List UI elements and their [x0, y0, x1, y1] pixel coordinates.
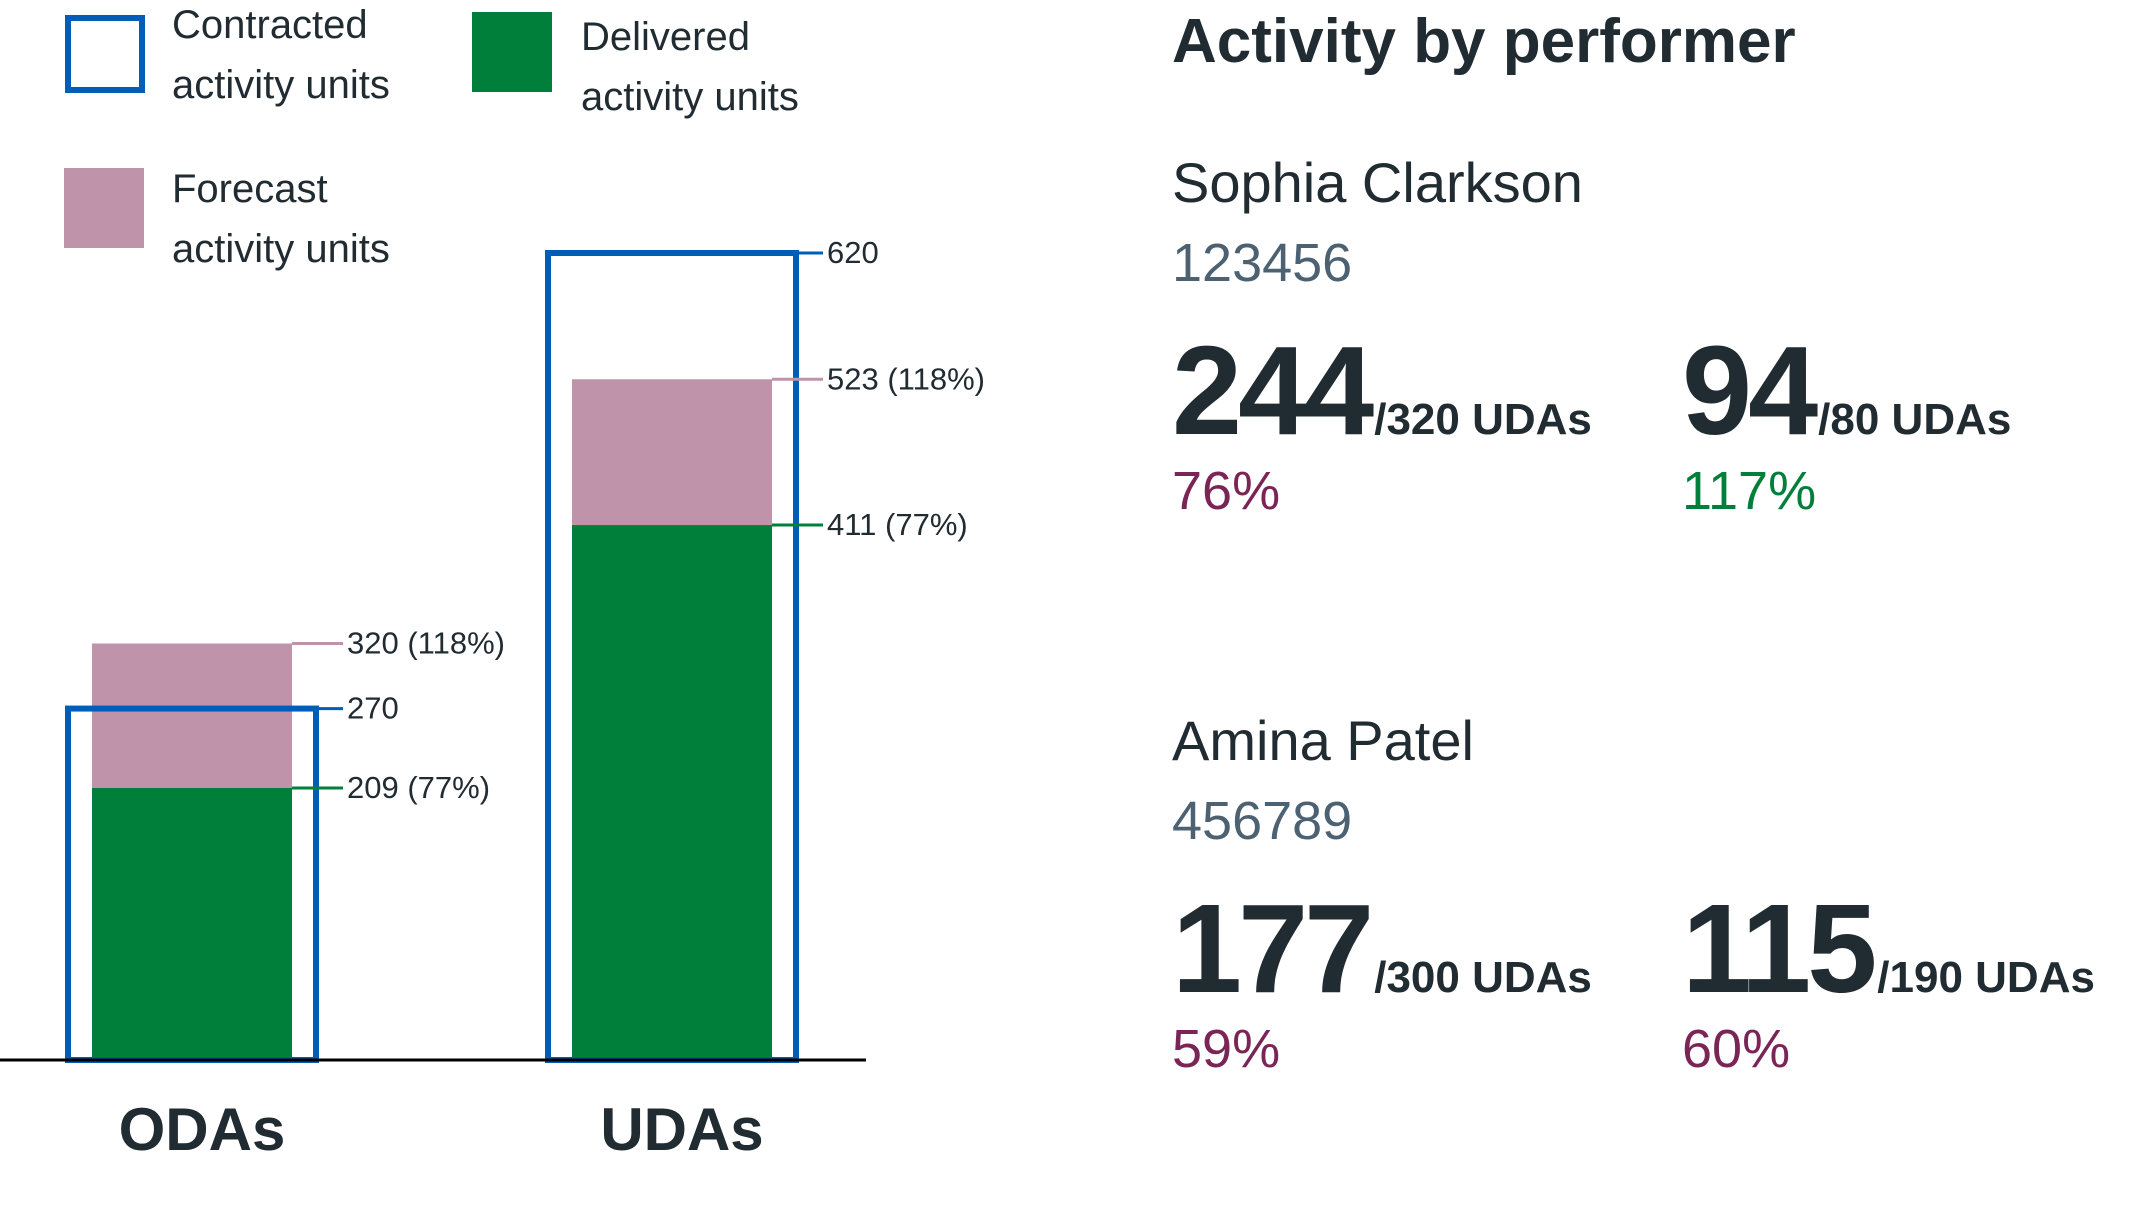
- performer-card: Sophia Clarkson 123456 244 /320 UDAs 76%…: [1172, 150, 2132, 670]
- legend-label: Delivered: [581, 15, 750, 59]
- metric-percent: 76%: [1172, 461, 1281, 521]
- bar-delivered-udas: [572, 525, 772, 1060]
- metric-target: /320 UDAs: [1374, 395, 1592, 444]
- activity-chart: Contracted activity units Delivered activit…: [0, 3, 985, 1163]
- performer-name: Sophia Clarkson: [1172, 151, 1583, 214]
- data-label-contracted: 620: [827, 235, 879, 270]
- legend-swatch-forecast: [64, 168, 144, 248]
- legend-label: Forecast: [172, 167, 328, 211]
- bar-forecast-udas: [572, 379, 772, 526]
- performer-metric: 244 /320 UDAs 76%: [1172, 328, 1592, 522]
- performer-card: Amina Patel 456789 177 /300 UDAs 59% 115…: [1172, 708, 2132, 1228]
- performer-metric: 115 /190 UDAs 60%: [1682, 886, 2095, 1080]
- legend-label: activity units: [172, 63, 390, 107]
- category-label: ODAs: [119, 1096, 286, 1163]
- chart-bars: 270 320 (118%) 209 (77%) ODAs 620 523 (118%) 4…: [65, 235, 985, 1163]
- metric-value: 177: [1172, 878, 1374, 1019]
- chart-legend: Contracted activity units Delivered activit…: [64, 3, 799, 271]
- data-label-forecast: 523 (118%): [827, 361, 985, 396]
- performer-id: 123456: [1172, 233, 1353, 293]
- metric-target: /300 UDAs: [1374, 953, 1592, 1002]
- metric-percent: 59%: [1172, 1019, 1281, 1079]
- data-label-contracted: 270: [347, 691, 399, 726]
- data-label-delivered: 209 (77%): [347, 770, 490, 805]
- legend-label: activity units: [581, 75, 799, 119]
- legend-swatch-delivered: [472, 12, 552, 92]
- data-label-forecast: 320 (118%): [347, 625, 505, 660]
- bar-forecast-odas: [92, 643, 292, 788]
- metric-target: /80 UDAs: [1818, 395, 2012, 444]
- metric-value: 244: [1172, 320, 1374, 461]
- metric-target: /190 UDAs: [1877, 953, 2095, 1002]
- performer-name: Amina Patel: [1172, 709, 1474, 772]
- category-label: UDAs: [600, 1096, 763, 1163]
- activity-by-performer-panel: Activity by performer Sophia Clarkson 12…: [1172, 0, 2132, 1180]
- metric-percent: 117%: [1682, 461, 1817, 521]
- metric-percent: 60%: [1682, 1019, 1791, 1079]
- bar-delivered-odas: [92, 787, 292, 1060]
- legend-label: activity units: [172, 227, 390, 271]
- performer-metric: 94 /80 UDAs 117%: [1682, 328, 2011, 522]
- legend-label: Contracted: [172, 3, 368, 47]
- performer-metric: 177 /300 UDAs 59%: [1172, 886, 1592, 1080]
- performer-id: 456789: [1172, 791, 1353, 851]
- data-label-delivered: 411 (77%): [827, 507, 968, 542]
- legend-swatch-contracted: [65, 15, 145, 93]
- metric-value: 115: [1682, 878, 1877, 1019]
- panel-title: Activity by performer: [1172, 7, 1796, 76]
- metric-value: 94: [1682, 320, 1818, 461]
